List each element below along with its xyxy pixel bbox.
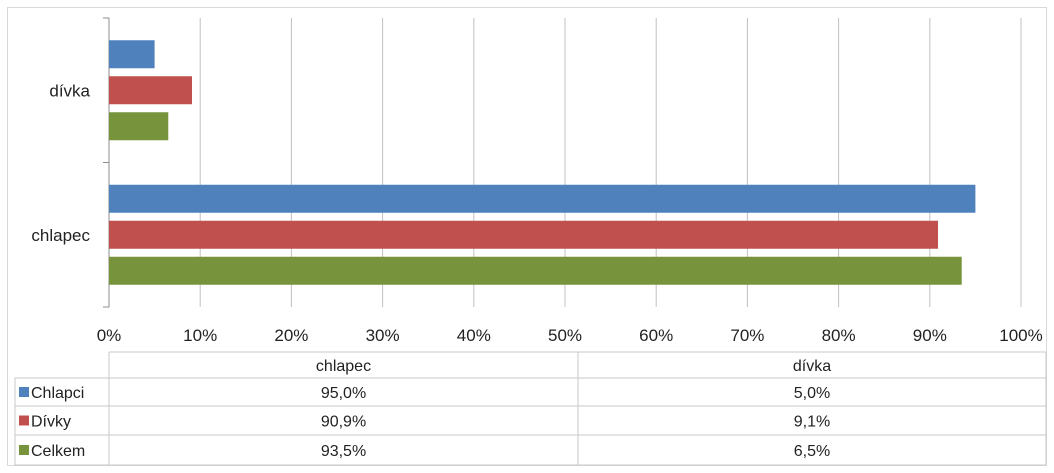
legend-key-celkem — [19, 445, 29, 455]
bar-dívky — [109, 76, 192, 105]
x-tick-label: 90% — [913, 326, 947, 345]
bar-dívky — [109, 220, 939, 249]
table-cell: 6,5% — [794, 443, 830, 460]
x-tick-label: 70% — [730, 326, 764, 345]
x-tick-label: 10% — [183, 326, 217, 345]
table-cell: 95,0% — [321, 385, 366, 402]
bar-celkem — [109, 256, 962, 285]
table-cell: 93,5% — [321, 443, 366, 460]
table-cell: 90,9% — [321, 414, 366, 431]
legend-label: Celkem — [31, 443, 85, 460]
bar-chlapci — [109, 40, 155, 69]
x-tick-label: 40% — [457, 326, 491, 345]
table-header: dívka — [793, 358, 831, 375]
legend-key-chlapci — [19, 387, 29, 397]
legend-key-dívky — [19, 415, 29, 426]
x-tick-label: 0% — [97, 326, 122, 345]
x-tick-label: 30% — [366, 326, 400, 345]
x-tick-label: 80% — [822, 326, 856, 345]
bar-celkem — [109, 112, 169, 141]
x-tick-label: 50% — [548, 326, 582, 345]
bar-chlapci — [109, 184, 976, 213]
table-header: chlapec — [316, 358, 371, 375]
x-tick-label: 100% — [999, 326, 1042, 345]
x-tick-label: 60% — [639, 326, 673, 345]
x-tick-label: 20% — [274, 326, 308, 345]
table-cell: 9,1% — [794, 414, 830, 431]
table-cell: 5,0% — [794, 385, 830, 402]
legend-label: Dívky — [31, 414, 71, 431]
category-label: dívka — [49, 81, 90, 100]
category-label: chlapec — [31, 226, 90, 245]
legend-label: Chlapci — [31, 385, 84, 402]
